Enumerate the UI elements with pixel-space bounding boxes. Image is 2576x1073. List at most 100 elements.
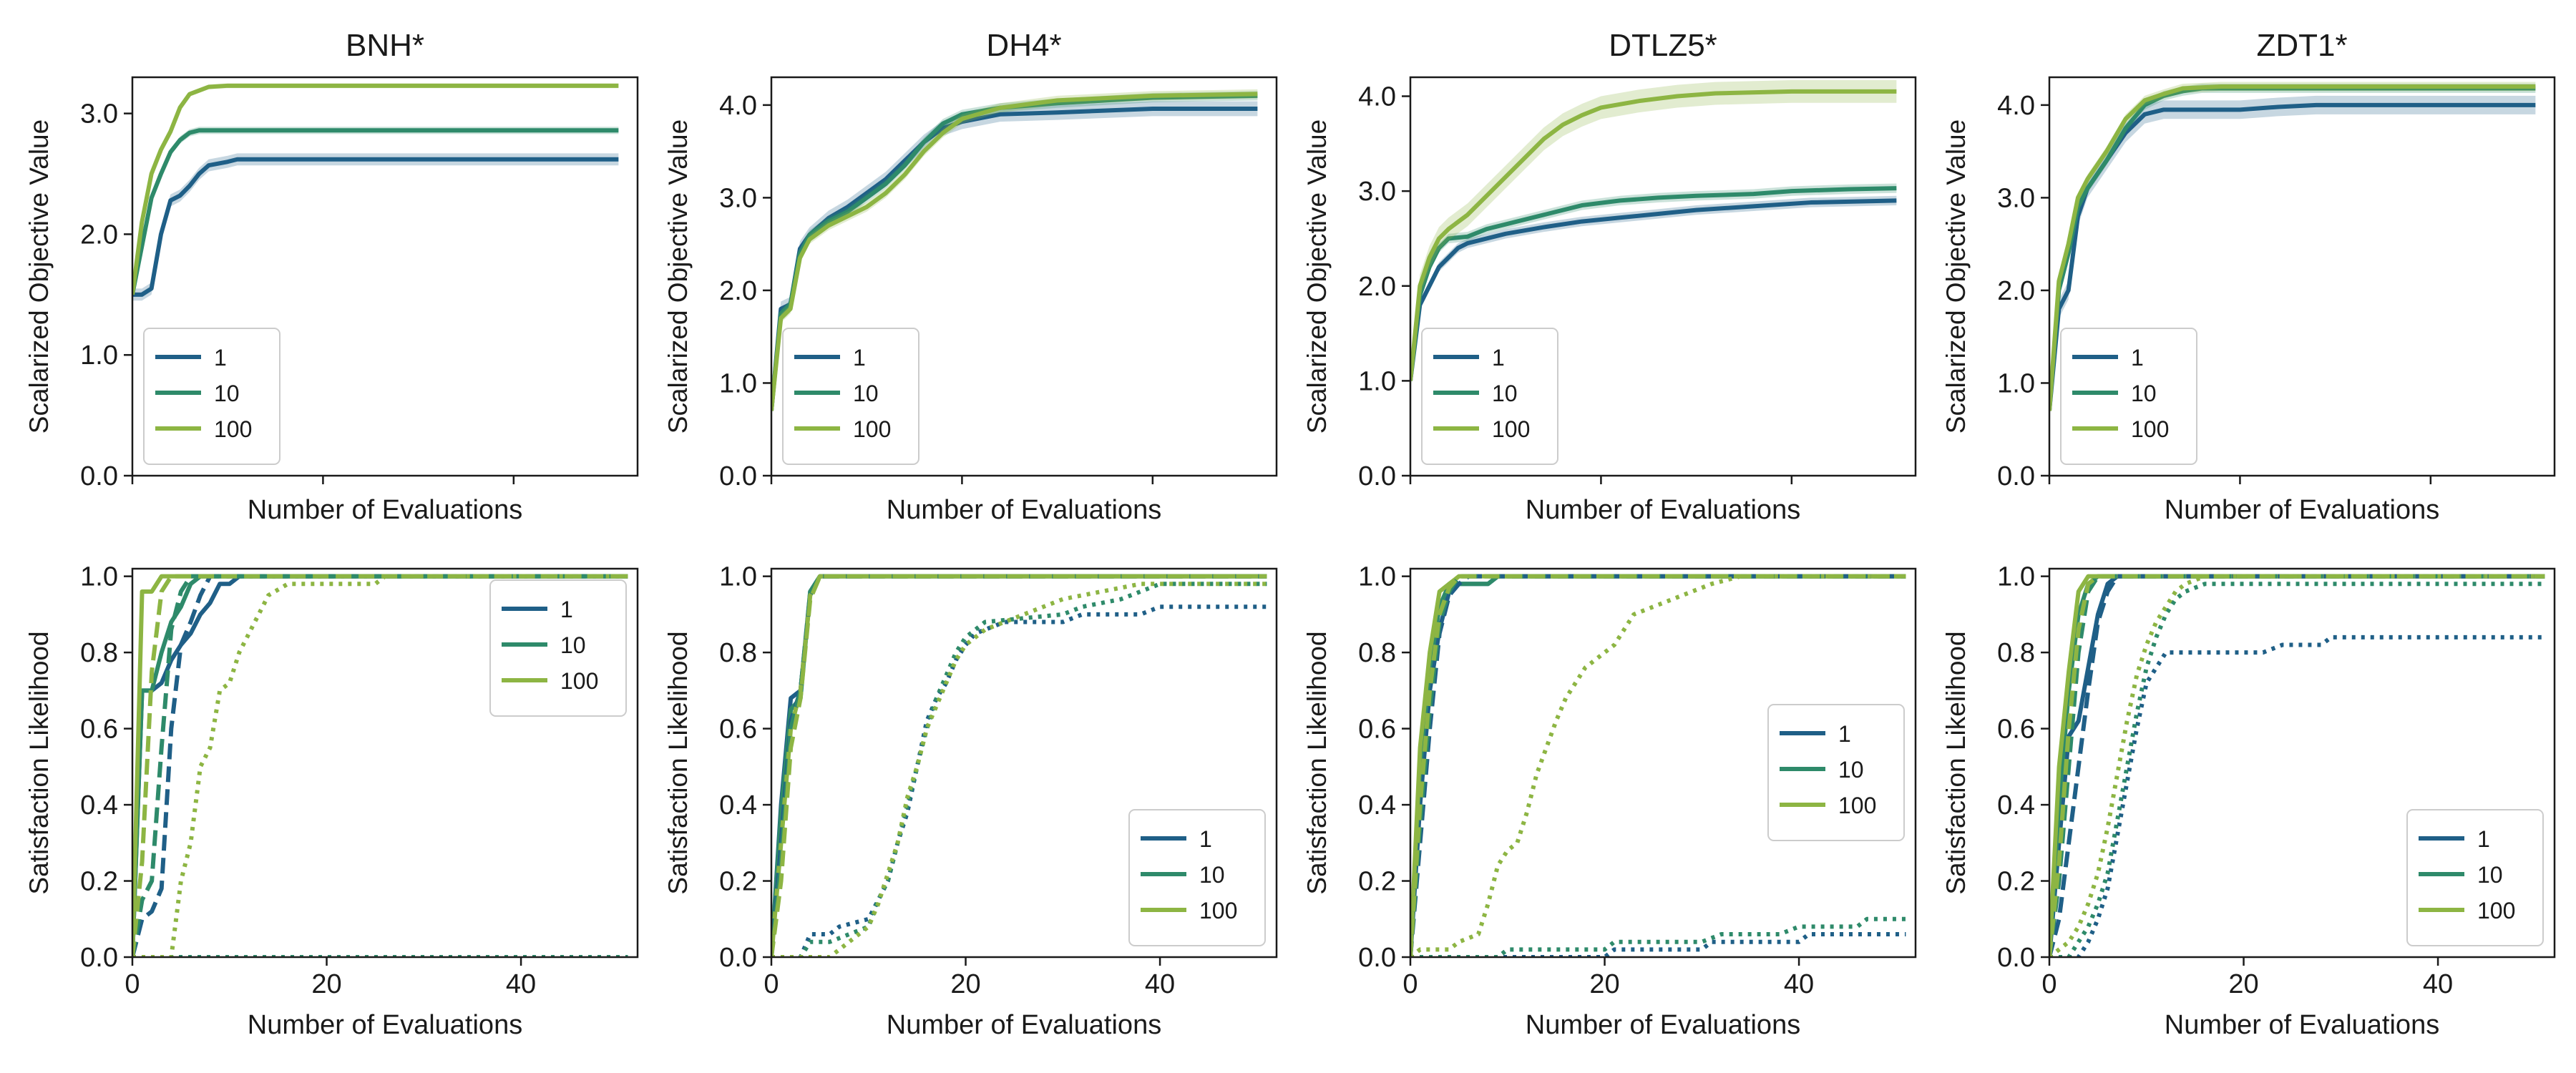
series-line-100-dotted xyxy=(132,574,628,957)
x-tick-label: 40 xyxy=(1784,969,1814,999)
legend: 1 10 100 xyxy=(782,328,919,465)
series-line-100-dashed xyxy=(771,574,1267,957)
y-axis-label: Scalarized Objective Value xyxy=(24,119,54,433)
axes-frame xyxy=(1409,76,1917,477)
y-tick-label: 4.0 xyxy=(1358,82,1396,112)
y-tick-label: 0.4 xyxy=(719,790,757,820)
plot-area xyxy=(132,83,619,301)
y-axis-label: Satisfaction Likelihood xyxy=(24,631,54,894)
legend-label-100: 100 xyxy=(214,416,252,442)
plot-area xyxy=(2049,574,2545,957)
series-line-100 xyxy=(1410,89,1897,381)
legend: 1 10 100 xyxy=(489,579,627,717)
y-tick-label: 0.0 xyxy=(80,943,118,973)
series-line-1 xyxy=(132,157,619,297)
y-tick-label: 2.0 xyxy=(719,276,757,306)
y-tick-label: 0.4 xyxy=(80,790,118,820)
legend-box xyxy=(1128,809,1266,946)
legend: 1 10 100 xyxy=(1128,809,1266,946)
plot-area xyxy=(1410,79,1897,393)
y-tick-label: 1.0 xyxy=(80,562,118,592)
series-line-1-dotted xyxy=(2049,635,2545,957)
legend-box xyxy=(489,579,627,717)
y-tick-label: 2.0 xyxy=(1997,276,2035,306)
chart-title: BNH* xyxy=(346,28,424,63)
y-tick-label: 1.0 xyxy=(1997,562,2035,592)
legend-label-10: 10 xyxy=(1199,862,1225,888)
x-axis-label: Number of Evaluations xyxy=(887,1010,1161,1040)
legend: 1 10 100 xyxy=(1421,328,1558,465)
series-line-10 xyxy=(1410,186,1897,381)
y-tick-label: 4.0 xyxy=(719,91,757,121)
plot-area xyxy=(2049,82,2536,421)
y-tick-label: 1.0 xyxy=(1358,366,1396,396)
panel-2: DH4* 0.0 1.0 2.0 3.0 4.0 Number of Evaluations… xyxy=(663,28,1278,525)
y-tick-label: 3.0 xyxy=(719,183,757,213)
series-band-1 xyxy=(132,153,619,301)
panel-6: 0 20 40 0.0 0.2 0.4 0.6 0.8 1.0 Number of Evaluat… xyxy=(663,562,1278,1040)
legend: 1 10 100 xyxy=(2406,809,2544,946)
y-axis-label: Satisfaction Likelihood xyxy=(663,631,693,894)
series-line-10 xyxy=(132,128,619,295)
axes-frame xyxy=(2048,76,2556,477)
y-tick-label: 0.0 xyxy=(1358,461,1396,491)
series-band-10 xyxy=(771,91,1258,416)
series-line-100-dashed xyxy=(2049,574,2545,957)
legend-box xyxy=(2406,809,2544,946)
legend-box xyxy=(1421,328,1558,465)
series-line-10-dotted xyxy=(2049,582,2545,957)
series-line-100 xyxy=(132,83,619,295)
panel-5: 0 20 40 0.0 0.2 0.4 0.6 0.8 1.0 Number of Evaluat… xyxy=(24,562,639,1040)
legend: 1 10 100 xyxy=(2060,328,2197,465)
y-tick-label: 0.0 xyxy=(1997,461,2035,491)
legend-label-100: 100 xyxy=(1199,898,1237,923)
legend-label-10: 10 xyxy=(1492,381,1518,406)
legend-label-1: 1 xyxy=(214,345,227,371)
x-tick-label: 40 xyxy=(1145,969,1175,999)
x-axis-label: Number of Evaluations xyxy=(1526,495,1800,525)
x-axis-label: Number of Evaluations xyxy=(2165,495,2439,525)
legend: 1 10 100 xyxy=(143,328,280,465)
legend-label-1: 1 xyxy=(560,597,573,622)
plot-area xyxy=(771,89,1258,418)
legend-box xyxy=(2060,328,2197,465)
y-tick-label: 0.8 xyxy=(80,638,118,668)
panel-8: 0 20 40 0.0 0.2 0.4 0.6 0.8 1.0 Number of Evaluat… xyxy=(1941,562,2556,1040)
x-axis-label: Number of Evaluations xyxy=(248,1010,522,1040)
y-tick-label: 0.0 xyxy=(80,461,118,491)
y-tick-label: 0.8 xyxy=(1997,638,2035,668)
y-tick-label: 0.0 xyxy=(1997,943,2035,973)
legend-label-10: 10 xyxy=(2477,862,2503,888)
y-tick-label: 0.2 xyxy=(1997,867,2035,897)
series-line-100-dotted xyxy=(2049,574,2545,957)
x-axis-label: Number of Evaluations xyxy=(1526,1010,1800,1040)
series-line-10-dashed xyxy=(132,574,628,957)
y-tick-label: 0.6 xyxy=(1358,715,1396,745)
series-band-10 xyxy=(132,127,619,298)
legend-label-1: 1 xyxy=(2477,826,2490,852)
series-line-100 xyxy=(2049,84,2536,411)
y-axis-label: Scalarized Objective Value xyxy=(1302,119,1332,433)
y-tick-label: 0.0 xyxy=(719,461,757,491)
axes-frame xyxy=(1409,567,1917,959)
y-tick-label: 2.0 xyxy=(80,220,118,250)
y-tick-label: 1.0 xyxy=(719,368,757,398)
y-tick-label: 1.0 xyxy=(1997,368,2035,398)
axes-frame xyxy=(131,567,639,959)
axes-frame xyxy=(770,76,1278,477)
y-tick-label: 1.0 xyxy=(719,562,757,592)
x-axis-label: Number of Evaluations xyxy=(2165,1010,2439,1040)
x-axis-label: Number of Evaluations xyxy=(248,495,522,525)
panel-3: DTLZ5* 0.0 1.0 2.0 3.0 4.0 Number of Evaluatio… xyxy=(1302,28,1917,525)
legend-box xyxy=(1767,704,1905,841)
y-tick-label: 3.0 xyxy=(80,99,118,129)
series-band-100 xyxy=(132,83,619,298)
series-line-10-dotted xyxy=(1410,916,1906,957)
axes-frame xyxy=(770,567,1278,959)
legend: 1 10 100 xyxy=(1767,704,1905,841)
legend-label-100: 100 xyxy=(1838,793,1876,818)
x-axis-label: Number of Evaluations xyxy=(887,495,1161,525)
x-tick-label: 0 xyxy=(1402,969,1418,999)
y-tick-label: 0.0 xyxy=(1358,943,1396,973)
y-axis-label: Scalarized Objective Value xyxy=(1941,119,1971,433)
